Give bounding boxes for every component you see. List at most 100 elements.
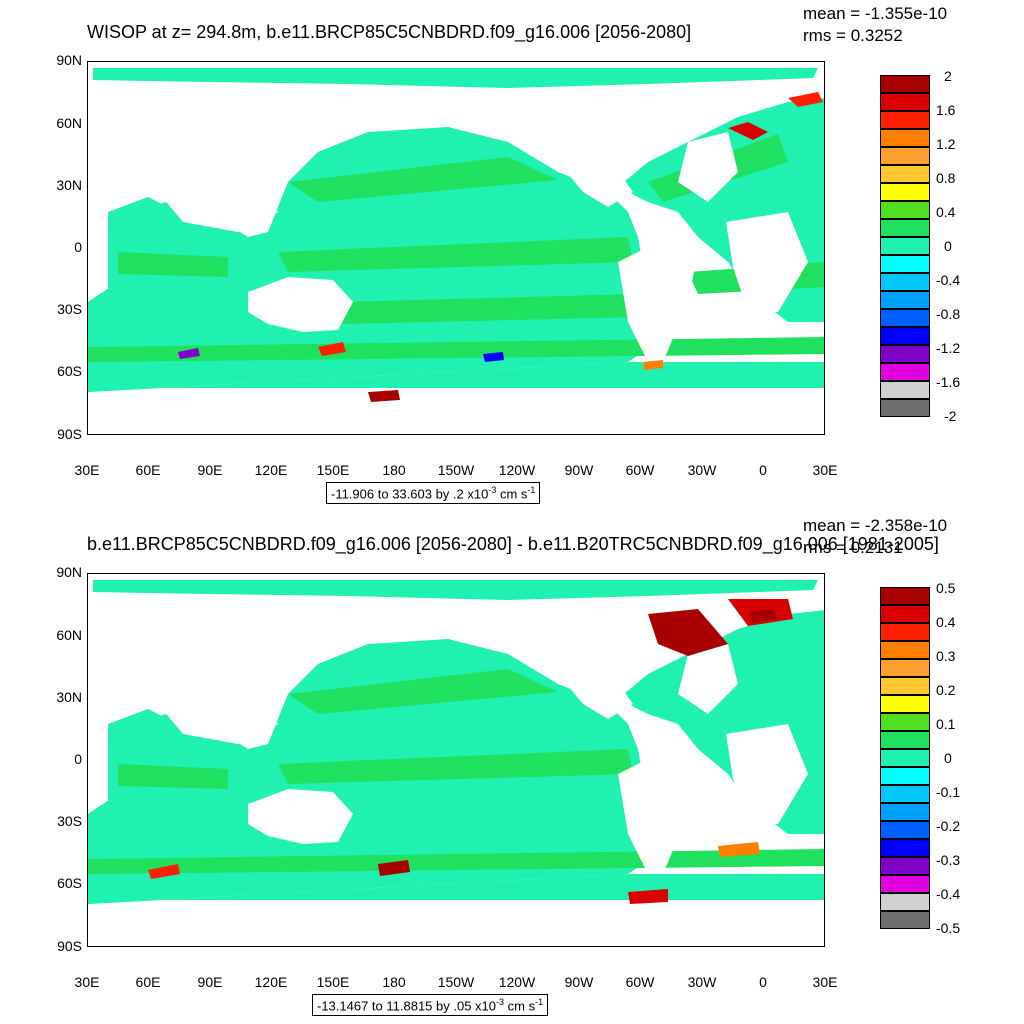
lat-label: 60S — [57, 875, 82, 891]
map-plot-area — [87, 61, 825, 435]
lon-label: 180 — [382, 974, 406, 990]
colorbar-cell — [880, 237, 930, 255]
lon-label: 0 — [759, 974, 767, 990]
colorbar-cell — [880, 893, 930, 911]
lat-label: 90N — [56, 564, 82, 580]
colorbar-cell — [880, 821, 930, 839]
lon-label: 180 — [382, 462, 406, 478]
colorbar-label: 1.2 — [936, 136, 956, 152]
lon-label: 30E — [74, 974, 100, 990]
colorbar-cell — [880, 165, 930, 183]
colorbar-cell — [880, 291, 930, 309]
lon-label: 120E — [254, 974, 288, 990]
colorbar-label: 0.4 — [936, 204, 956, 220]
lon-label: 150W — [437, 462, 475, 478]
contour-range-info: -13.1467 to 11.8815 by .05 x10-3 cm s-1 — [312, 994, 549, 1017]
colorbar-cell — [880, 255, 930, 273]
colorbar-cell — [880, 587, 930, 605]
lon-label: 120W — [498, 462, 536, 478]
lon-label: 150W — [437, 974, 475, 990]
rms-stat: rms = 0.2131 — [803, 538, 903, 557]
panel-title: WISOP at z= 294.8m, b.e11.BRCP85C5CNBDRD… — [87, 22, 692, 42]
lon-label: 30W — [687, 462, 717, 478]
lon-label: 120E — [254, 462, 288, 478]
colorbar-label: 0.4 — [936, 614, 956, 630]
lon-label: 30E — [812, 462, 838, 478]
colorbar-cell — [880, 713, 930, 731]
lon-label: 30E — [74, 462, 100, 478]
colorbar-cell — [880, 327, 930, 345]
lon-label: 0 — [759, 462, 767, 478]
colorbar-cell — [880, 219, 930, 237]
colorbar-label: -2 — [944, 408, 957, 424]
map-plot-area — [87, 573, 825, 947]
colorbar-label: 0 — [944, 750, 952, 766]
colorbar-cell — [880, 183, 930, 201]
lon-label: 30E — [812, 974, 838, 990]
colorbar-cell — [880, 677, 930, 695]
colorbar-label: -0.4 — [936, 272, 961, 288]
lat-label: 90S — [57, 938, 82, 954]
colorbar-cell — [880, 731, 930, 749]
colorbar-cell — [880, 399, 930, 417]
lat-label: 30N — [56, 689, 82, 705]
mean-stat: mean = -1.355e-10 — [803, 4, 948, 23]
colorbar-cell — [880, 839, 930, 857]
lat-label: 60N — [56, 627, 82, 643]
lon-label: 60W — [625, 462, 655, 478]
ocean-field-map — [88, 574, 824, 946]
colorbar-label: -0.2 — [936, 818, 961, 834]
colorbar-cell — [880, 605, 930, 623]
lat-label: 60N — [56, 115, 82, 131]
contour-range-info: -11.906 to 33.603 by .2 x10-3 cm s-1 — [326, 482, 541, 505]
colorbar-cell — [880, 111, 930, 129]
colorbar-cell — [880, 147, 930, 165]
colorbar-cell — [880, 911, 930, 929]
lon-label: 60E — [135, 462, 161, 478]
colorbar-cell — [880, 803, 930, 821]
lon-label: 120W — [498, 974, 536, 990]
lon-label: 60W — [625, 974, 655, 990]
colorbar-label: 0 — [944, 238, 952, 254]
lon-label: 90W — [564, 974, 594, 990]
lon-label: 60E — [135, 974, 161, 990]
colorbar-cell — [880, 75, 930, 93]
lon-label: 90E — [197, 974, 223, 990]
colorbar-cell — [880, 273, 930, 291]
lat-label: 60S — [57, 363, 82, 379]
colorbar-label: -0.4 — [936, 886, 961, 902]
colorbar-cell — [880, 641, 930, 659]
lat-label: 90N — [56, 52, 82, 68]
colorbar-cell — [880, 857, 930, 875]
lon-label: 150E — [316, 974, 350, 990]
colorbar-label: 0.3 — [936, 648, 956, 664]
colorbar — [880, 587, 930, 929]
colorbar-cell — [880, 345, 930, 363]
colorbar-cell — [880, 767, 930, 785]
colorbar-label: 0.2 — [936, 682, 956, 698]
rms-stat: rms = 0.3252 — [803, 26, 903, 45]
lat-label: 90S — [57, 426, 82, 442]
lon-label: 90E — [197, 462, 223, 478]
colorbar-label: 0.8 — [936, 170, 956, 186]
bottom-map-panel: b.e11.BRCP85C5CNBDRD.f09_g16.006 [2056-2… — [0, 512, 1024, 1024]
colorbar-cell — [880, 749, 930, 767]
ocean-field-map — [88, 62, 824, 434]
colorbar-label: 0.1 — [936, 716, 956, 732]
colorbar-label: -1.6 — [936, 374, 961, 390]
colorbar-label: 1.6 — [936, 102, 956, 118]
colorbar-cell — [880, 623, 930, 641]
colorbar-label: -0.8 — [936, 306, 961, 322]
lon-label: 30W — [687, 974, 717, 990]
lon-label: 90W — [564, 462, 594, 478]
colorbar-label: -0.1 — [936, 784, 961, 800]
colorbar-label: 0.5 — [936, 580, 956, 596]
colorbar-cell — [880, 309, 930, 327]
colorbar-cell — [880, 93, 930, 111]
mean-stat: mean = -2.358e-10 — [803, 516, 948, 535]
lat-label: 30S — [57, 301, 82, 317]
colorbar-cell — [880, 201, 930, 219]
lat-label: 30S — [57, 813, 82, 829]
colorbar-label: -0.5 — [936, 920, 961, 936]
lon-label: 150E — [316, 462, 350, 478]
